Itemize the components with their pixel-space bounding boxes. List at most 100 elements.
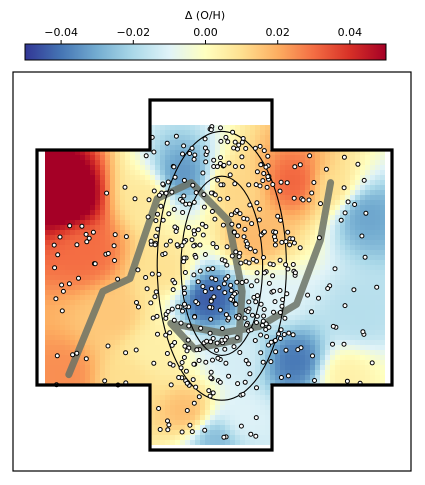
heatmap-cell: [360, 420, 366, 426]
heatmap-cell: [95, 345, 101, 351]
heatmap-cell: [170, 155, 176, 161]
heatmap-cell: [280, 345, 286, 351]
heatmap-cell: [330, 175, 336, 181]
heatmap-cell: [160, 135, 166, 141]
heatmap-cell: [130, 435, 136, 441]
heatmap-cell: [295, 235, 301, 241]
heatmap-cell: [365, 165, 371, 171]
heatmap-cell: [155, 160, 161, 166]
heatmap-cell: [175, 410, 181, 416]
heatmap-cell: [110, 350, 116, 356]
heatmap-cell: [145, 305, 151, 311]
heatmap-cell: [120, 140, 126, 146]
heatmap-cell: [205, 155, 211, 161]
data-point: [210, 241, 216, 247]
heatmap-cell: [60, 150, 66, 156]
heatmap-cell: [65, 340, 71, 346]
heatmap-cell: [95, 235, 101, 241]
heatmap-cell: [350, 125, 356, 131]
heatmap-cell: [230, 200, 236, 206]
heatmap-cell: [195, 230, 201, 236]
heatmap-cell: [310, 215, 316, 221]
heatmap-cell: [195, 440, 201, 445]
data-point: [158, 203, 164, 209]
heatmap-cell: [65, 200, 71, 206]
heatmap-cell: [310, 210, 316, 216]
heatmap-cell: [380, 275, 385, 281]
heatmap-cell: [45, 180, 51, 186]
heatmap-cell: [80, 410, 86, 416]
heatmap-cell: [115, 170, 121, 176]
heatmap-cell: [285, 350, 291, 356]
heatmap-cell: [155, 180, 161, 186]
heatmap-cell: [350, 200, 356, 206]
heatmap-cell: [115, 300, 121, 306]
heatmap-cell: [380, 220, 385, 226]
data-point: [261, 171, 267, 176]
heatmap-cell: [360, 425, 366, 431]
heatmap-cell: [130, 245, 136, 251]
heatmap-cell: [125, 335, 131, 341]
heatmap-cell: [155, 175, 161, 181]
heatmap-cell: [110, 300, 116, 306]
heatmap-cell: [295, 305, 301, 311]
heatmap-cell: [280, 160, 286, 166]
heatmap-cell: [380, 355, 385, 361]
data-point: [214, 347, 219, 353]
heatmap-cell: [255, 240, 261, 246]
heatmap-cell: [240, 405, 246, 411]
heatmap-cell: [340, 370, 346, 376]
heatmap-cell: [85, 430, 91, 436]
heatmap-cell: [90, 175, 96, 181]
data-point: [283, 239, 289, 245]
heatmap-cell: [285, 200, 291, 206]
heatmap-cell: [140, 210, 146, 216]
heatmap-cell: [105, 135, 111, 141]
heatmap-cell: [295, 210, 301, 216]
heatmap-cell: [360, 190, 366, 196]
data-point: [277, 188, 283, 194]
heatmap-cell: [60, 245, 66, 251]
heatmap-cell: [380, 290, 385, 296]
heatmap-cell: [185, 265, 191, 271]
data-point: [212, 192, 218, 198]
heatmap-cell: [275, 140, 281, 146]
heatmap-cell: [170, 160, 176, 166]
heatmap-cell: [160, 295, 166, 301]
heatmap-cell: [145, 170, 151, 176]
heatmap-cell: [150, 125, 156, 131]
data-point: [243, 358, 249, 363]
heatmap-cell: [185, 375, 191, 381]
heatmap-cell: [80, 200, 86, 206]
data-point: [232, 181, 238, 187]
heatmap-cell: [100, 245, 106, 251]
heatmap-cell: [95, 175, 101, 181]
data-point: [206, 388, 212, 394]
heatmap-cell: [345, 395, 351, 401]
heatmap-cell: [240, 160, 246, 166]
data-point: [297, 245, 303, 251]
heatmap-cell: [90, 160, 96, 166]
heatmap-cell: [320, 340, 326, 346]
heatmap-cell: [110, 140, 116, 146]
heatmap-cell: [335, 155, 341, 161]
heatmap-cell: [290, 335, 296, 341]
heatmap-cell: [225, 200, 231, 206]
heatmap-cell: [245, 270, 251, 276]
heatmap-cell: [155, 130, 161, 136]
heatmap-cell: [275, 245, 281, 251]
heatmap-cell: [195, 365, 201, 371]
heatmap-cell: [125, 290, 131, 296]
heatmap-cell: [65, 260, 71, 266]
data-point: [189, 237, 195, 243]
heatmap-cell: [255, 390, 261, 396]
heatmap-cell: [220, 150, 226, 156]
heatmap-cell: [115, 160, 121, 166]
heatmap-cell: [285, 320, 291, 326]
heatmap-cell: [70, 285, 76, 291]
heatmap-cell: [295, 320, 301, 326]
data-point: [208, 298, 214, 304]
heatmap-cell: [355, 260, 361, 266]
heatmap-cell: [165, 295, 171, 301]
heatmap-cell: [330, 365, 336, 371]
